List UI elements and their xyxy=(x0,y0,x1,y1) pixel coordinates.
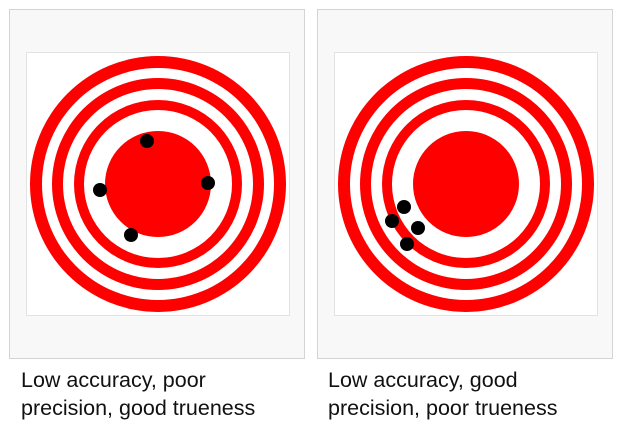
caption-right: Low accuracy, good precision, poor truen… xyxy=(328,366,618,422)
target-bullseye xyxy=(413,131,519,237)
target-panel-right xyxy=(317,9,613,359)
target-diagram xyxy=(338,56,594,312)
target-panel-left xyxy=(9,9,305,359)
shot-hole xyxy=(124,228,138,242)
target-bullseye xyxy=(105,131,211,237)
caption-line: Low accuracy, good xyxy=(328,368,518,392)
shot-hole xyxy=(201,176,215,190)
shot-hole xyxy=(400,237,414,251)
shot-hole xyxy=(397,200,411,214)
shot-hole xyxy=(93,183,107,197)
caption-line: Low accuracy, poor xyxy=(21,368,206,392)
caption-line: precision, poor trueness xyxy=(328,396,558,420)
target-diagram xyxy=(30,56,286,312)
caption-line: precision, good trueness xyxy=(21,396,256,420)
shot-hole xyxy=(385,214,399,228)
shot-hole xyxy=(411,221,425,235)
shot-hole xyxy=(140,134,154,148)
caption-left: Low accuracy, poor precision, good truen… xyxy=(21,366,311,422)
